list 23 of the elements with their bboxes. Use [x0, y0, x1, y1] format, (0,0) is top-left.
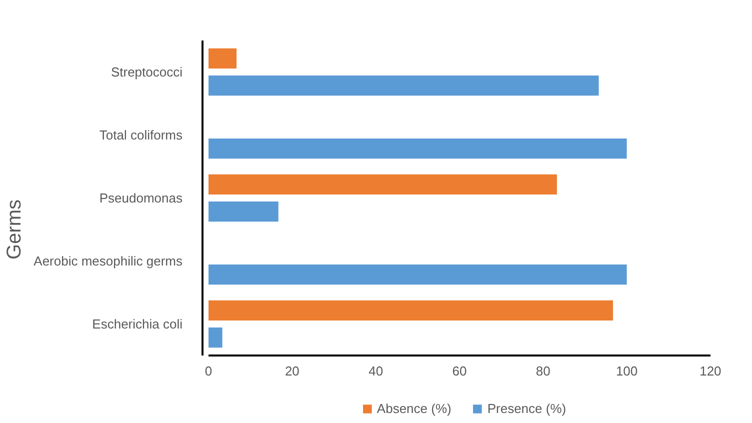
x-tick-label: 0	[204, 364, 212, 378]
x-tick-label: 20	[284, 364, 300, 378]
y-tick-label: Pseudomonas	[99, 190, 183, 206]
x-tick-label: 100	[616, 364, 638, 378]
bar	[208, 300, 613, 321]
x-tick-label: 60	[452, 364, 467, 378]
y-tick-label: Aerobic mesophilic germs	[34, 254, 183, 268]
bar	[208, 48, 237, 69]
x-tick-label: 80	[536, 364, 550, 378]
y-tick-label: Escherichia coli	[92, 316, 183, 332]
y-axis-title: Germs	[4, 200, 26, 260]
legend-label: Presence (%)	[487, 401, 566, 416]
y-tick-label: Streptococci	[110, 64, 183, 80]
x-tick-label: 40	[368, 364, 384, 378]
bar	[208, 201, 278, 222]
bar	[208, 75, 599, 96]
bar	[208, 174, 557, 195]
x-tick-label: 120	[700, 364, 722, 378]
bar	[208, 138, 627, 159]
y-tick-label: Total coliforms	[99, 128, 183, 142]
bar	[208, 327, 222, 348]
legend-label: Absence (%)	[376, 401, 452, 416]
bar	[208, 264, 627, 285]
